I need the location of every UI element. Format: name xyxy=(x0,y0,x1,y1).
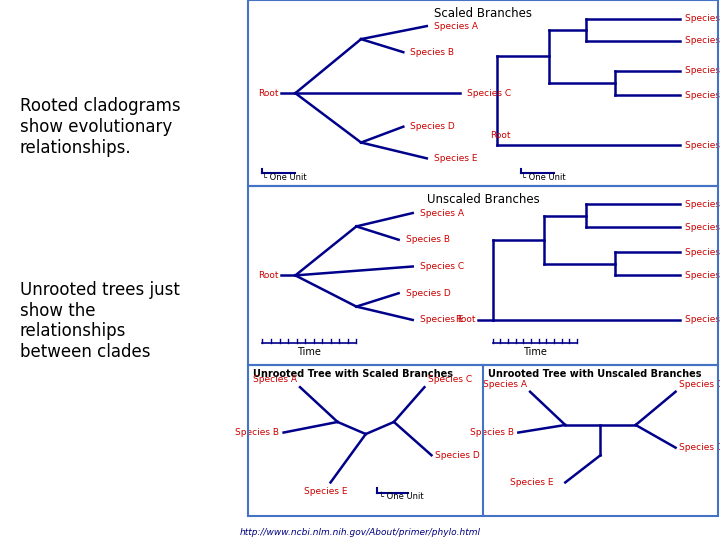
Text: Species B: Species B xyxy=(405,235,450,244)
Text: Species E: Species E xyxy=(510,478,554,487)
Text: Species C: Species C xyxy=(679,380,720,389)
Text: Species A: Species A xyxy=(434,22,478,31)
Text: Species D: Species D xyxy=(405,289,451,298)
Text: Unscaled Branches: Unscaled Branches xyxy=(427,193,539,206)
Text: Time: Time xyxy=(523,347,546,357)
Text: Species D: Species D xyxy=(685,91,720,99)
Text: Scaled Branches: Scaled Branches xyxy=(434,8,532,21)
Text: Species A: Species A xyxy=(685,200,720,208)
Text: Species D: Species D xyxy=(435,451,480,460)
Text: Time: Time xyxy=(297,347,321,357)
Text: Species B: Species B xyxy=(685,223,720,232)
Text: http://www.ncbi.nlm.nih.gov/About/primer/phylo.html: http://www.ncbi.nlm.nih.gov/About/primer… xyxy=(240,528,480,537)
Text: Species A: Species A xyxy=(482,380,526,389)
Text: └ One Unit: └ One Unit xyxy=(521,173,565,182)
Text: Species E: Species E xyxy=(685,141,720,150)
Text: Species A: Species A xyxy=(253,375,297,384)
Text: Species A: Species A xyxy=(685,14,720,23)
Text: └ One Unit: └ One Unit xyxy=(263,173,307,182)
Text: Species C: Species C xyxy=(428,375,472,384)
Text: Unrooted trees just
show the
relationships
between clades: Unrooted trees just show the relationshi… xyxy=(20,281,180,361)
Text: └ One Unit: └ One Unit xyxy=(379,492,423,501)
Text: Unrooted Tree with Unscaled Branches: Unrooted Tree with Unscaled Branches xyxy=(488,369,701,379)
Text: Species C: Species C xyxy=(685,248,720,256)
Text: Species E: Species E xyxy=(304,487,348,496)
Text: Species D: Species D xyxy=(410,122,455,131)
Text: Species C: Species C xyxy=(467,89,510,98)
Text: Species B: Species B xyxy=(410,48,454,57)
Text: Species B: Species B xyxy=(685,37,720,45)
Text: Species E: Species E xyxy=(420,315,463,325)
Text: Species E: Species E xyxy=(434,154,477,163)
Text: Species D: Species D xyxy=(685,271,720,280)
Text: Root: Root xyxy=(490,131,510,140)
Text: Species C: Species C xyxy=(685,66,720,75)
Text: Species E: Species E xyxy=(685,315,720,325)
Text: Species B: Species B xyxy=(235,428,279,437)
Text: Root: Root xyxy=(258,271,279,280)
Text: Unrooted Tree with Scaled Branches: Unrooted Tree with Scaled Branches xyxy=(253,369,453,379)
Text: Species B: Species B xyxy=(469,428,513,437)
Text: Root: Root xyxy=(258,89,279,98)
Text: Species D: Species D xyxy=(679,443,720,452)
Text: Species C: Species C xyxy=(420,262,464,271)
Text: Species A: Species A xyxy=(420,208,464,218)
Text: Root: Root xyxy=(456,315,476,325)
Text: Rooted cladograms
show evolutionary
relationships.: Rooted cladograms show evolutionary rela… xyxy=(20,97,181,157)
